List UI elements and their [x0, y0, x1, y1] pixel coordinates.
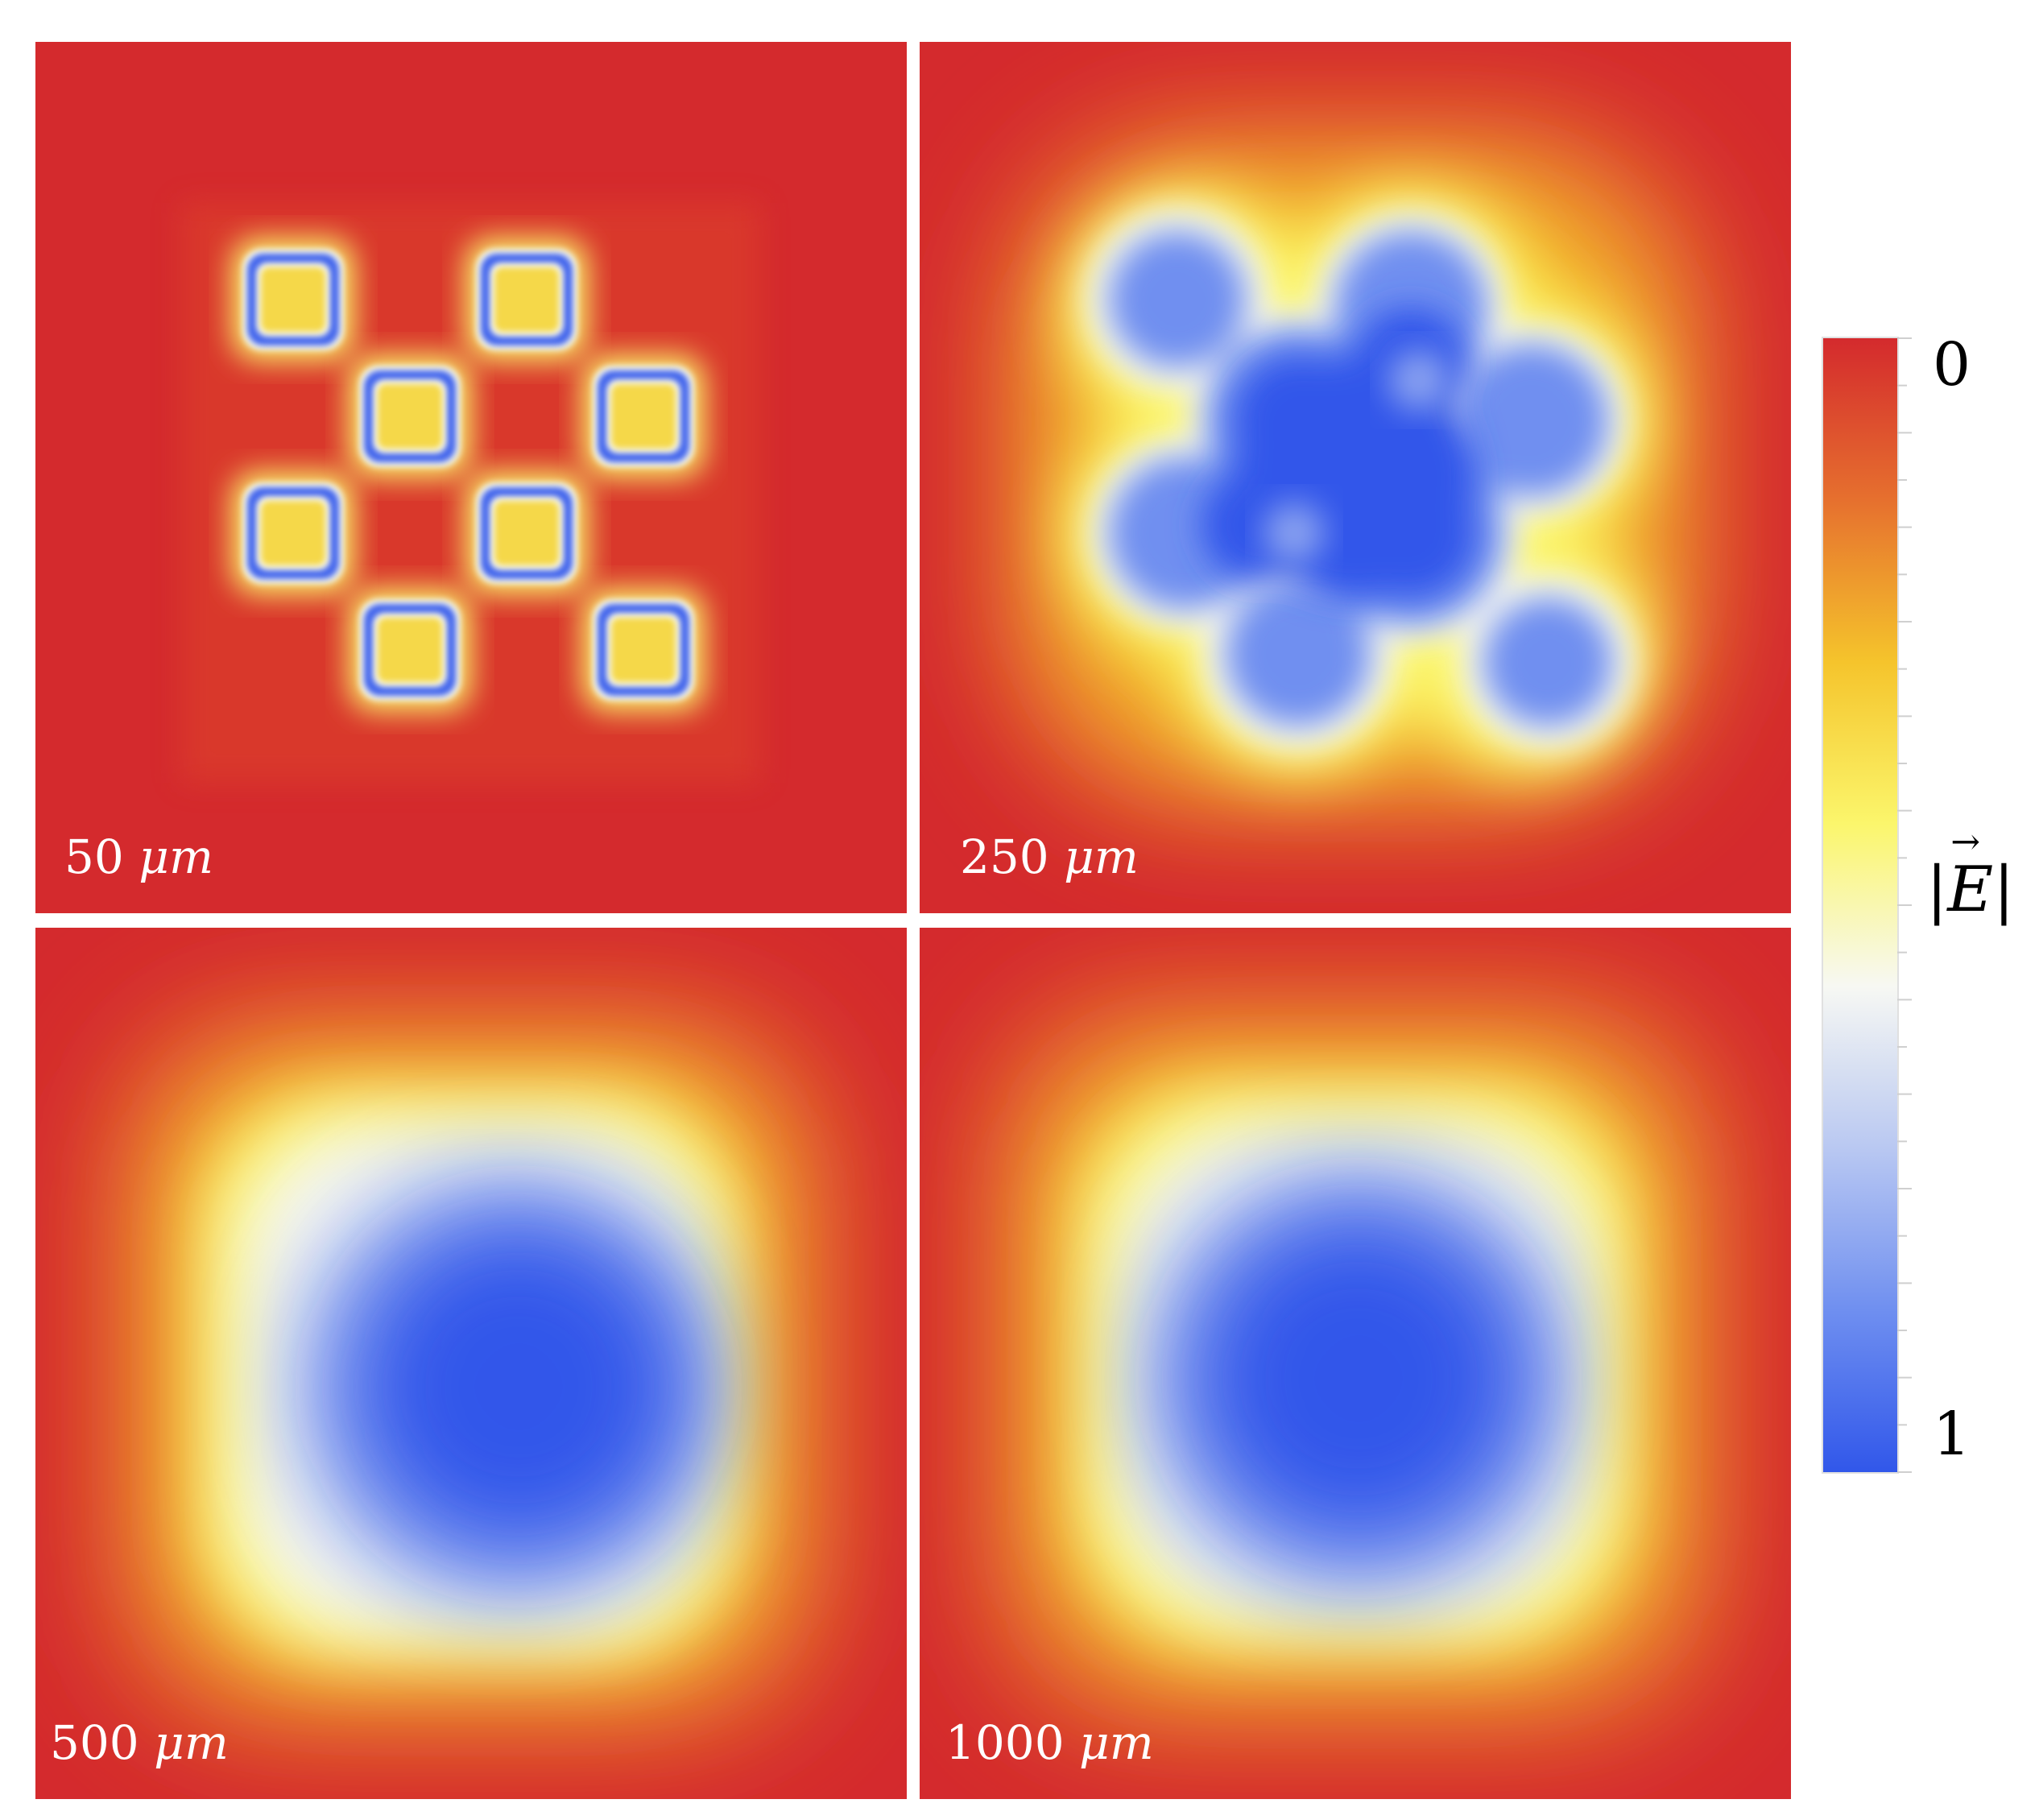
colorbar	[1822, 337, 1899, 1474]
field-square	[349, 589, 470, 710]
panel-unit-250: μm	[1064, 829, 1139, 884]
panel-label-1000um: 1000 μm	[945, 1715, 1154, 1770]
panel-unit-1000: μm	[1079, 1715, 1154, 1770]
panel-1000um: 1000 μm	[920, 928, 1791, 1799]
panel-label-50um: 50 μm	[64, 829, 213, 884]
panel-value-500: 500	[50, 1715, 139, 1770]
field-map-50um	[35, 42, 907, 913]
field-square	[466, 239, 587, 360]
field-square	[349, 356, 470, 477]
field-map-500um	[35, 928, 907, 1799]
panel-unit-500: μm	[154, 1715, 229, 1770]
panel-500um: 500 μm	[35, 928, 907, 1799]
quantity-bar-left: |	[1926, 854, 1948, 926]
panel-value-250: 250	[960, 829, 1049, 884]
vector-arrow: →	[1950, 821, 1981, 862]
field-square	[583, 589, 704, 710]
colorbar-bottom-label: 1	[1933, 1400, 1971, 1469]
field-square	[233, 239, 354, 360]
panel-label-500um: 500 μm	[50, 1715, 229, 1770]
panel-unit-50: μm	[139, 829, 213, 884]
panel-250um: 250 μm	[920, 42, 1791, 913]
quantity-bar-right: |	[1993, 854, 2015, 926]
panel-value-50: 50	[64, 829, 124, 884]
field-map-250um	[920, 42, 1791, 913]
colorbar-quantity-label: | → E|	[1926, 821, 2015, 926]
field-map-1000um	[920, 928, 1791, 1799]
panel-50um: 50 μm	[35, 42, 907, 913]
colorbar-gradient	[1823, 338, 1897, 1472]
panel-label-250um: 250 μm	[960, 829, 1139, 884]
colorbar-top-label: 0	[1933, 330, 1971, 399]
field-square	[233, 473, 354, 594]
quantity-symbol: E	[1947, 854, 1994, 926]
panel-value-1000: 1000	[945, 1715, 1065, 1770]
field-square	[583, 356, 704, 477]
colorbar-ticks	[1897, 337, 1912, 1473]
field-square	[466, 473, 587, 594]
